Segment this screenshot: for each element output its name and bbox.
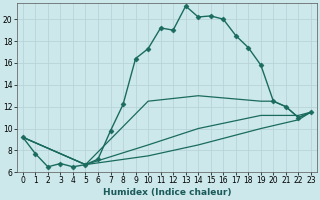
X-axis label: Humidex (Indice chaleur): Humidex (Indice chaleur) bbox=[103, 188, 231, 197]
